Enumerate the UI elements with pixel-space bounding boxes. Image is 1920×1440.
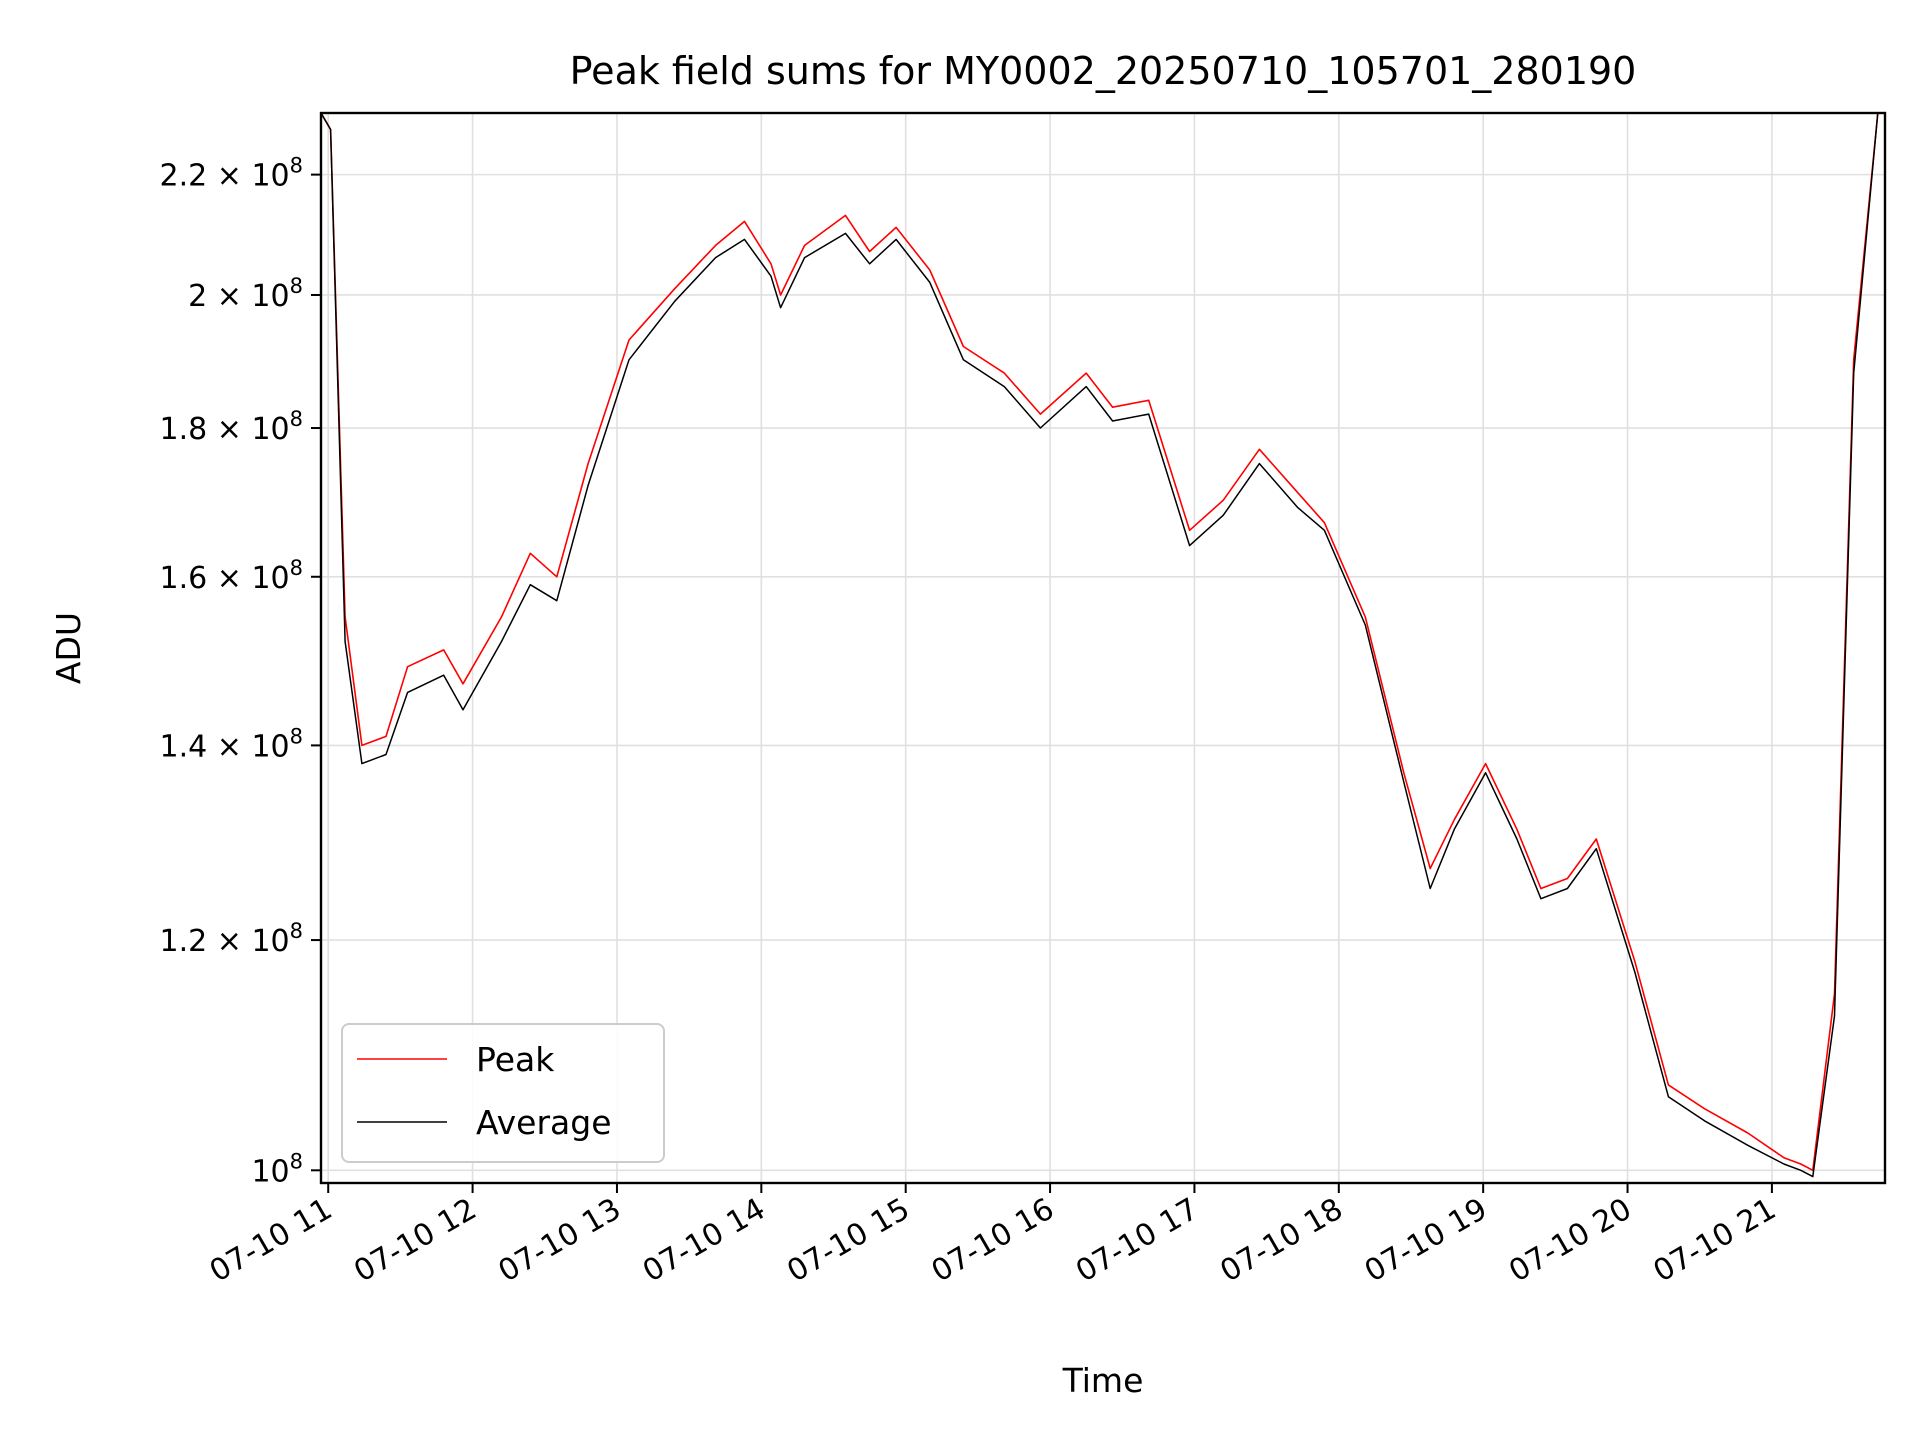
y-tick-label: 1.8 × 108 xyxy=(160,407,303,447)
y-tick-label: 2 × 108 xyxy=(188,274,303,314)
y-tick-label: 2.2 × 108 xyxy=(160,154,303,194)
y-tick-label: 1.4 × 108 xyxy=(160,724,303,764)
legend-label-average: Average xyxy=(476,1103,612,1142)
legend: Peak Average xyxy=(341,1023,665,1163)
series-line-peak xyxy=(320,112,1879,1172)
series-lines xyxy=(320,112,1879,1178)
plot-frame xyxy=(319,111,1887,1185)
legend-label-peak: Peak xyxy=(476,1040,555,1079)
chart-title: Peak field sums for MY0002_20250710_1057… xyxy=(570,49,1637,93)
grid-lines xyxy=(321,113,1885,1183)
y-axis-title: ADU xyxy=(49,612,88,684)
y-tick-label: 1.2 × 108 xyxy=(160,919,303,959)
y-tick-label: 1.6 × 108 xyxy=(160,556,303,596)
x-axis-title: Time xyxy=(1062,1361,1144,1400)
series-line-average xyxy=(320,112,1879,1178)
